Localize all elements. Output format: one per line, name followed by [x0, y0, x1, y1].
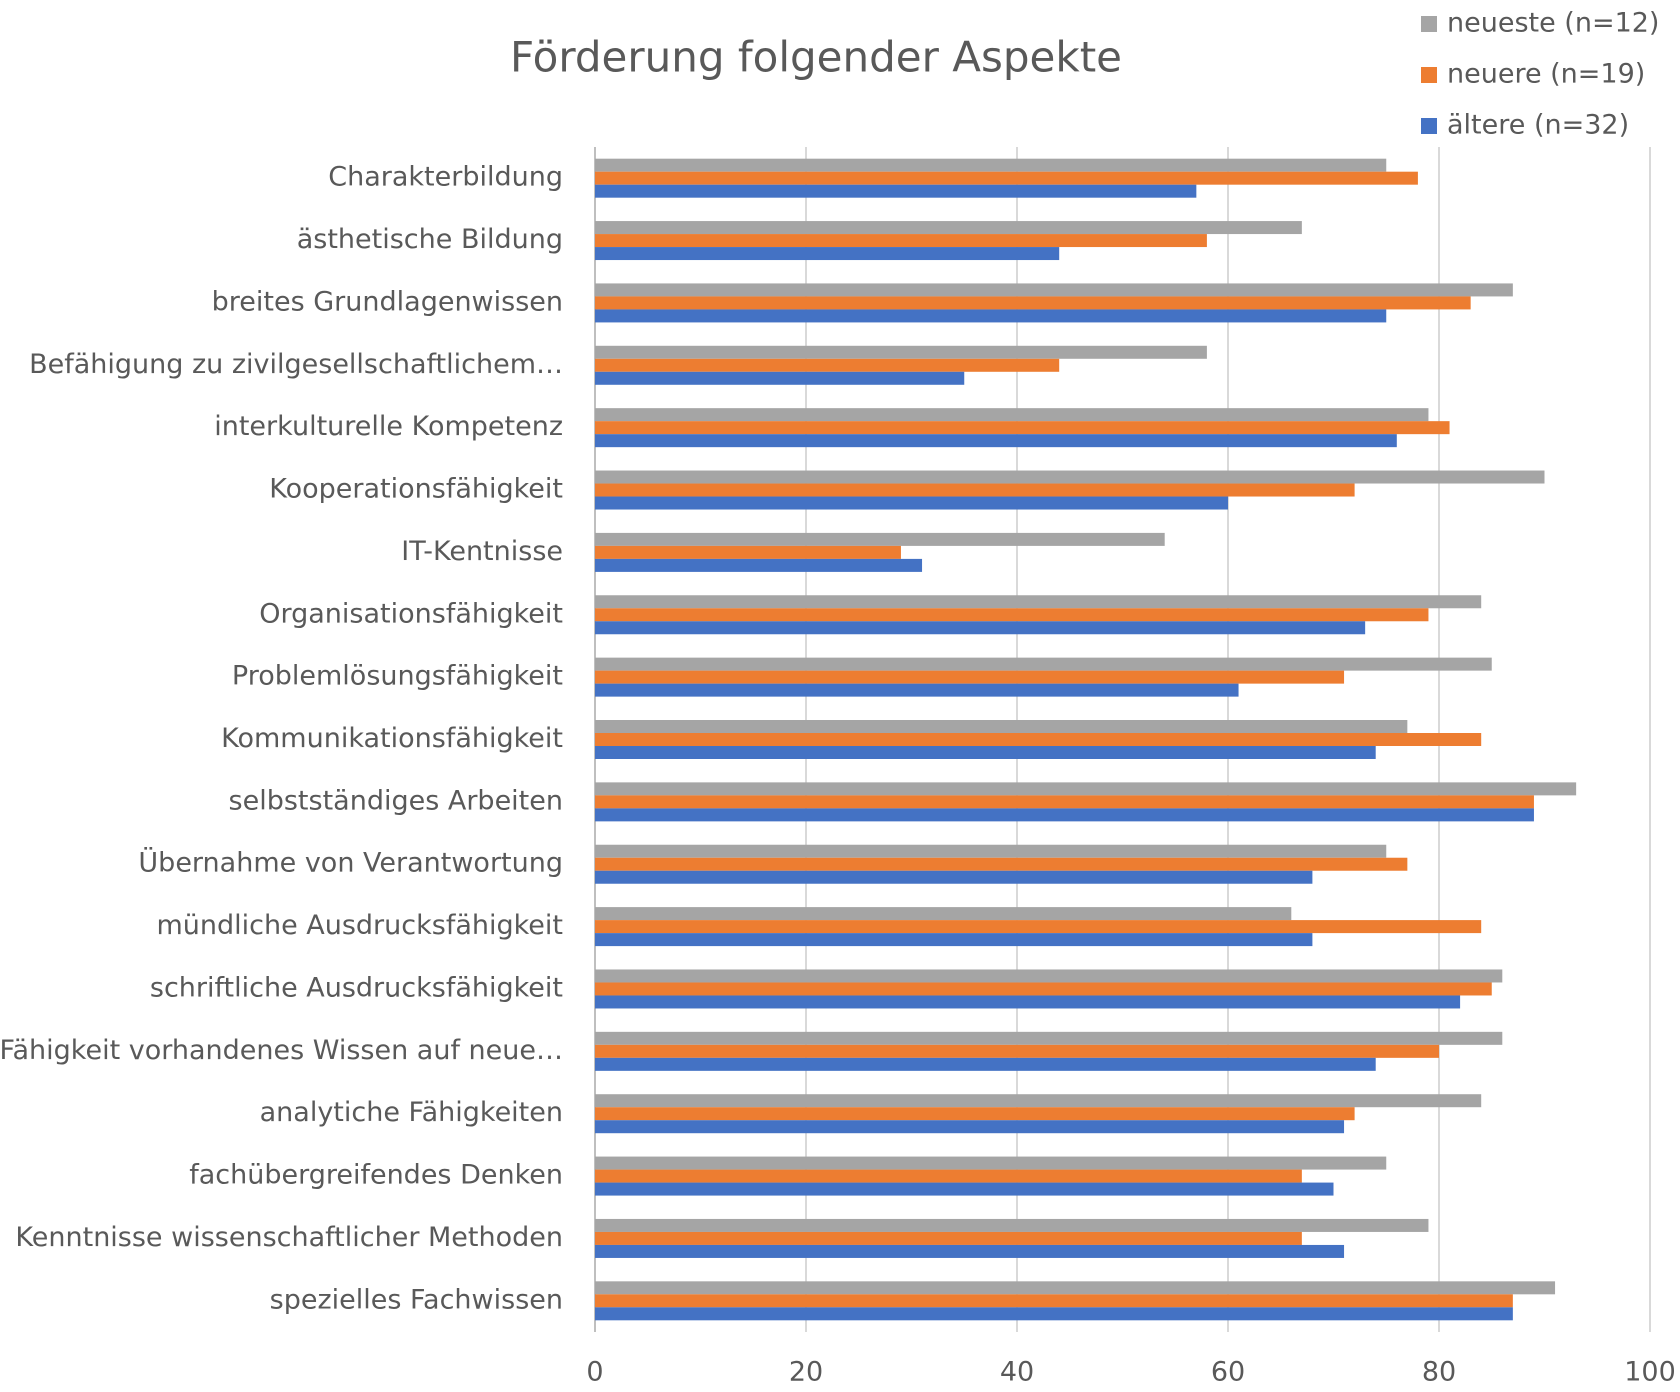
bar — [595, 470, 1545, 484]
bar — [595, 857, 1408, 871]
bar — [595, 1156, 1387, 1170]
bar — [595, 532, 1165, 546]
bar — [595, 1169, 1302, 1183]
y-tick-label: Kenntnisse wissenschaftlicher Methoden — [15, 1222, 563, 1253]
bar — [595, 496, 1228, 510]
bar — [595, 309, 1387, 323]
bar — [595, 434, 1397, 448]
legend-swatch — [1421, 118, 1437, 134]
bar — [595, 907, 1292, 921]
legend-label: ältere (n=32) — [1447, 110, 1629, 141]
bar — [595, 1031, 1503, 1045]
bar — [595, 782, 1577, 796]
y-tick-label: IT-Kentnisse — [401, 536, 563, 567]
y-tick-label: Befähigung zu zivilgesellschaftlichem… — [29, 349, 563, 380]
bar — [595, 1120, 1345, 1134]
bar — [595, 283, 1513, 297]
legend-label: neuere (n=19) — [1447, 59, 1645, 90]
bar — [595, 221, 1302, 235]
bar — [595, 558, 923, 572]
y-tick-label: ästhetische Bildung — [297, 224, 563, 255]
bar — [595, 920, 1482, 934]
bar — [595, 184, 1197, 198]
bar — [595, 1218, 1429, 1232]
y-tick-label: spezielles Fachwissen — [270, 1284, 563, 1315]
bar — [595, 158, 1387, 172]
bar — [595, 670, 1345, 684]
bar — [595, 608, 1429, 622]
bar — [595, 234, 1207, 248]
y-tick-label: breites Grundlagenwissen — [212, 286, 563, 317]
x-tick-label: 100 — [1624, 1357, 1676, 1388]
bar — [595, 345, 1207, 359]
y-tick-label: Übernahme von Verantwortung — [138, 847, 563, 879]
bar — [595, 683, 1239, 697]
y-tick-label: interkulturelle Kompetenz — [214, 411, 563, 442]
bar — [595, 733, 1482, 746]
x-tick-label: 80 — [1422, 1357, 1456, 1388]
bar — [595, 358, 1060, 372]
bar — [595, 1044, 1439, 1058]
legend-swatch — [1421, 67, 1437, 83]
bar — [595, 1094, 1482, 1108]
bar — [595, 483, 1355, 497]
bar — [595, 995, 1461, 1009]
y-tick-label: Problemlösungsfähigkeit — [232, 661, 563, 692]
bar — [595, 1294, 1513, 1308]
bar — [595, 247, 1060, 261]
bar — [595, 371, 965, 385]
bar — [595, 1231, 1302, 1245]
legend-swatch — [1421, 16, 1437, 32]
bar — [595, 657, 1492, 671]
x-tick-label: 40 — [1000, 1357, 1034, 1388]
bar — [595, 808, 1534, 822]
bar — [595, 982, 1492, 996]
y-tick-label: analytiche Fähigkeiten — [260, 1097, 563, 1128]
y-tick-label: fachübergreifendes Denken — [189, 1160, 563, 1191]
bar — [595, 720, 1408, 733]
y-tick-label: Kooperationsfähigkeit — [269, 474, 563, 505]
bar — [595, 1182, 1334, 1196]
x-tick-label: 0 — [586, 1357, 603, 1388]
bar — [595, 933, 1313, 947]
chart-title: Förderung folgender Aspekte — [510, 33, 1122, 82]
bar — [595, 1107, 1355, 1121]
x-tick-label: 60 — [1211, 1357, 1245, 1388]
bar — [595, 621, 1366, 635]
y-tick-label: Charakterbildung — [328, 162, 563, 193]
bar — [595, 545, 901, 559]
x-tick-label: 20 — [789, 1357, 823, 1388]
bar — [595, 1281, 1556, 1295]
bar — [595, 1307, 1513, 1321]
bar — [595, 1244, 1345, 1258]
y-tick-label: Organisationsfähigkeit — [259, 598, 563, 629]
bar — [595, 171, 1418, 185]
legend-label: neueste (n=12) — [1447, 8, 1659, 39]
y-tick-label: selbstständiges Arbeiten — [229, 785, 563, 816]
bar — [595, 421, 1450, 435]
y-tick-label: schriftliche Ausdrucksfähigkeit — [150, 972, 563, 1003]
bar — [595, 870, 1313, 884]
y-tick-label: Fähigkeit vorhandenes Wissen auf neue… — [0, 1035, 563, 1066]
bar — [595, 408, 1429, 422]
bar — [595, 746, 1376, 759]
y-tick-label: mündliche Ausdrucksfähigkeit — [156, 910, 563, 941]
bar — [595, 969, 1503, 983]
bar — [595, 795, 1534, 809]
bar — [595, 296, 1471, 310]
bar — [595, 844, 1387, 858]
bar — [595, 595, 1482, 609]
y-tick-label: Kommunikationsfähigkeit — [221, 723, 563, 754]
bar — [595, 1057, 1376, 1071]
